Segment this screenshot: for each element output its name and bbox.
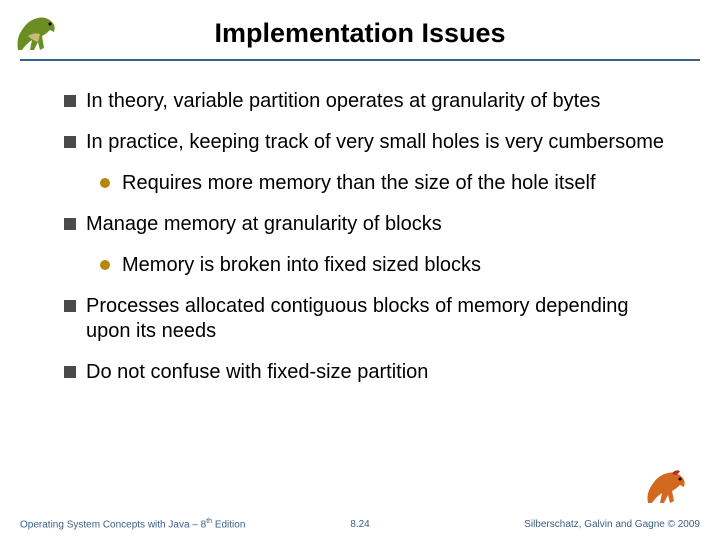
bullet-item: In practice, keeping track of very small… xyxy=(64,130,670,155)
content-area: In theory, variable partition operates a… xyxy=(0,61,720,385)
bullet-item: Manage memory at granularity of blocks xyxy=(64,212,670,237)
bullet-item: Do not confuse with fixed-size partition xyxy=(64,360,670,385)
footer-page-number: 8.24 xyxy=(350,519,369,530)
title-rule xyxy=(20,59,700,61)
footer-edition-suffix: Edition xyxy=(212,519,245,530)
slide: Implementation Issues In theory, variabl… xyxy=(0,0,720,540)
footer-book-title: Operating System Concepts with Java – 8 xyxy=(20,519,206,530)
bullet-item: In theory, variable partition operates a… xyxy=(64,89,670,114)
header: Implementation Issues xyxy=(0,0,720,61)
slide-title: Implementation Issues xyxy=(0,18,720,49)
sub-bullet-item: Requires more memory than the size of th… xyxy=(100,171,670,196)
footer-left-text: Operating System Concepts with Java – 8t… xyxy=(20,518,245,530)
bullet-item: Processes allocated contiguous blocks of… xyxy=(64,294,670,344)
dinosaur-right-icon xyxy=(642,465,702,510)
footer-copyright: Silberschatz, Galvin and Gagne © 2009 xyxy=(524,519,700,530)
sub-bullet-item: Memory is broken into fixed sized blocks xyxy=(100,253,670,278)
